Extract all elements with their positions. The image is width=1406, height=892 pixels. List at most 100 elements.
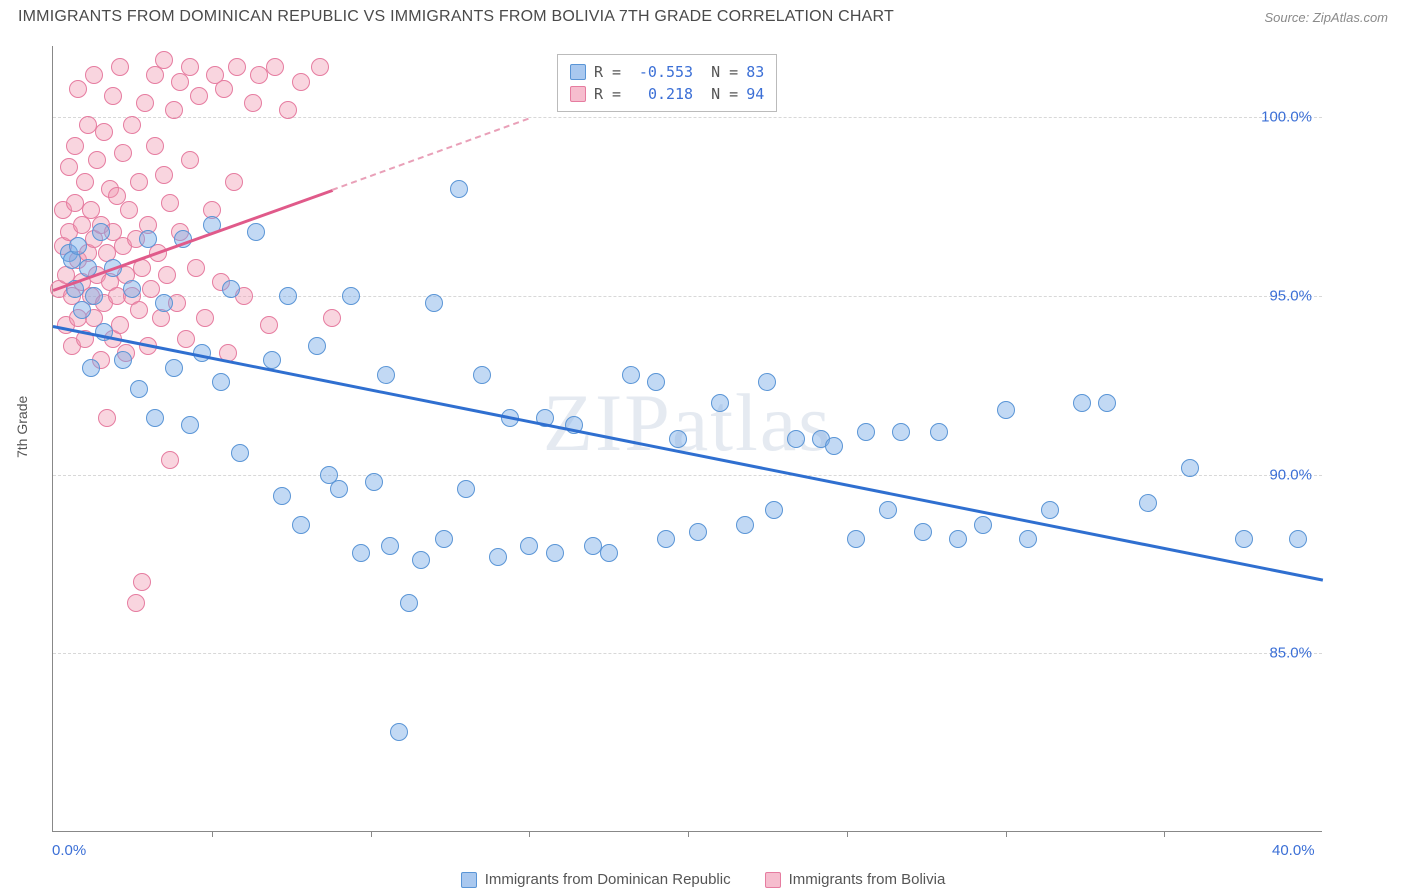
scatter-point — [244, 94, 262, 112]
scatter-point — [892, 423, 910, 441]
scatter-point — [273, 487, 291, 505]
scatter-point — [546, 544, 564, 562]
scatter-point — [622, 366, 640, 384]
legend-label-pink: Immigrants from Bolivia — [789, 871, 946, 888]
y-axis-label: 7th Grade — [14, 396, 30, 458]
plot-area: ZIPatlas 85.0%90.0%95.0%100.0%R =-0.553N… — [52, 46, 1322, 832]
y-tick-label: 95.0% — [1269, 288, 1312, 305]
scatter-point — [123, 280, 141, 298]
scatter-point — [1181, 459, 1199, 477]
scatter-point — [88, 151, 106, 169]
stats-r-label: R = — [594, 61, 621, 83]
scatter-point — [647, 373, 665, 391]
scatter-point — [974, 516, 992, 534]
scatter-point — [177, 330, 195, 348]
scatter-point — [111, 316, 129, 334]
stats-swatch — [570, 64, 586, 80]
stats-r-value: 0.218 — [629, 83, 693, 105]
x-tick — [529, 831, 530, 837]
x-tick — [847, 831, 848, 837]
stats-r-label: R = — [594, 83, 621, 105]
scatter-point — [95, 123, 113, 141]
scatter-point — [758, 373, 776, 391]
scatter-point — [155, 166, 173, 184]
scatter-point — [279, 101, 297, 119]
scatter-point — [425, 294, 443, 312]
stats-swatch — [570, 86, 586, 102]
stats-n-label: N = — [711, 83, 738, 105]
scatter-point — [161, 194, 179, 212]
legend-item-blue: Immigrants from Dominican Republic — [461, 871, 731, 888]
scatter-point — [1073, 394, 1091, 412]
scatter-point — [352, 544, 370, 562]
scatter-point — [1289, 530, 1307, 548]
stats-row: R =-0.553N =83 — [570, 61, 764, 83]
scatter-point — [155, 51, 173, 69]
scatter-point — [390, 723, 408, 741]
scatter-point — [231, 444, 249, 462]
legend-swatch-blue — [461, 872, 477, 888]
scatter-point — [1041, 501, 1059, 519]
scatter-point — [308, 337, 326, 355]
scatter-point — [92, 223, 110, 241]
scatter-point — [76, 173, 94, 191]
gridline — [53, 653, 1322, 654]
scatter-point — [292, 516, 310, 534]
scatter-point — [260, 316, 278, 334]
x-tick — [1006, 831, 1007, 837]
scatter-point — [146, 137, 164, 155]
scatter-point — [69, 80, 87, 98]
source-label: Source: ZipAtlas.com — [1264, 10, 1388, 25]
scatter-point — [228, 58, 246, 76]
scatter-point — [139, 230, 157, 248]
scatter-point — [127, 594, 145, 612]
scatter-point — [104, 87, 122, 105]
scatter-point — [1235, 530, 1253, 548]
scatter-point — [181, 151, 199, 169]
y-tick-label: 90.0% — [1269, 466, 1312, 483]
chart-container: 7th Grade ZIPatlas 85.0%90.0%95.0%100.0%… — [0, 38, 1406, 892]
x-tick — [371, 831, 372, 837]
scatter-point — [165, 359, 183, 377]
scatter-point — [949, 530, 967, 548]
scatter-point — [69, 237, 87, 255]
bottom-legend: Immigrants from Dominican Republic Immig… — [0, 871, 1406, 888]
scatter-point — [435, 530, 453, 548]
scatter-point — [330, 480, 348, 498]
x-tick — [1164, 831, 1165, 837]
trend-line — [332, 118, 530, 191]
scatter-point — [114, 351, 132, 369]
scatter-point — [997, 401, 1015, 419]
scatter-point — [1019, 530, 1037, 548]
scatter-point — [120, 201, 138, 219]
scatter-point — [857, 423, 875, 441]
scatter-point — [130, 173, 148, 191]
watermark: ZIPatlas — [543, 376, 832, 470]
scatter-point — [879, 501, 897, 519]
scatter-point — [66, 137, 84, 155]
scatter-point — [400, 594, 418, 612]
scatter-point — [520, 537, 538, 555]
chart-title: IMMIGRANTS FROM DOMINICAN REPUBLIC VS IM… — [18, 8, 894, 26]
scatter-point — [412, 551, 430, 569]
scatter-point — [365, 473, 383, 491]
scatter-point — [381, 537, 399, 555]
scatter-point — [212, 373, 230, 391]
scatter-point — [190, 87, 208, 105]
scatter-point — [85, 66, 103, 84]
scatter-point — [457, 480, 475, 498]
stats-n-label: N = — [711, 61, 738, 83]
scatter-point — [60, 158, 78, 176]
scatter-point — [114, 144, 132, 162]
scatter-point — [181, 416, 199, 434]
scatter-point — [196, 309, 214, 327]
legend-item-pink: Immigrants from Bolivia — [765, 871, 946, 888]
x-tick — [212, 831, 213, 837]
x-axis-label: 40.0% — [1272, 842, 1315, 859]
scatter-point — [158, 266, 176, 284]
stats-n-value: 94 — [746, 83, 764, 105]
scatter-point — [181, 58, 199, 76]
scatter-point — [787, 430, 805, 448]
scatter-point — [1139, 494, 1157, 512]
legend-label-blue: Immigrants from Dominican Republic — [485, 871, 731, 888]
